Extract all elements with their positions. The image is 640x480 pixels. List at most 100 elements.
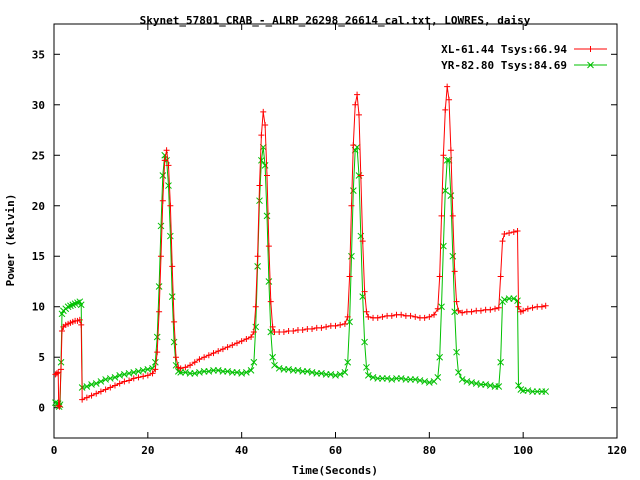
data-point (107, 384, 114, 391)
data-point (205, 352, 212, 359)
data-point (102, 386, 109, 393)
data-point (441, 187, 449, 194)
data-point (359, 238, 366, 245)
x-tick-label: 0 (51, 444, 58, 457)
data-point (187, 362, 194, 369)
data-point (529, 304, 536, 311)
data-point (336, 371, 344, 378)
data-point (510, 295, 518, 303)
data-point (79, 396, 86, 403)
data-point (520, 307, 527, 314)
data-point (247, 366, 255, 374)
data-point (92, 380, 100, 387)
legend: XL-61.44 Tsys:66.94 YR-82.80 Tsys:84.69 (441, 43, 607, 72)
data-point (83, 394, 90, 401)
x-axis-label: Time(Seconds) (292, 464, 378, 477)
data-point (587, 61, 594, 69)
data-point (97, 388, 104, 395)
data-point (361, 288, 368, 295)
data-point (497, 273, 504, 280)
data-point (78, 321, 85, 328)
data-point (436, 353, 444, 361)
data-point (168, 293, 176, 300)
series-layer (52, 83, 550, 411)
data-point (506, 230, 513, 237)
series-xl (52, 83, 549, 410)
data-point (93, 390, 100, 397)
data-point (492, 305, 499, 312)
data-point (355, 111, 362, 118)
data-point (233, 340, 240, 347)
legend-label: YR-82.80 Tsys:84.69 (441, 59, 567, 72)
data-point (126, 377, 133, 384)
data-point (299, 326, 306, 333)
data-point (77, 301, 85, 309)
data-point (318, 324, 325, 331)
data-point (495, 304, 502, 311)
y-tick-label: 15 (32, 250, 45, 263)
data-point (449, 252, 457, 260)
data-point (262, 121, 269, 128)
data-point (56, 403, 63, 410)
data-point (332, 322, 339, 329)
data-point (348, 202, 355, 209)
data-point (447, 192, 455, 200)
data-point (407, 312, 414, 319)
data-point (167, 202, 174, 209)
data-point (443, 156, 451, 164)
data-point (379, 313, 386, 320)
data-point (151, 358, 159, 366)
data-point (263, 212, 271, 220)
data-point (280, 328, 287, 335)
data-point (364, 372, 372, 379)
data-point (258, 156, 265, 164)
data-point (398, 311, 405, 318)
data-point (271, 361, 278, 369)
data-point (153, 333, 161, 341)
data-point (116, 380, 123, 387)
data-point (229, 342, 236, 349)
data-point (363, 363, 370, 371)
data-point (365, 313, 372, 320)
x-tick-label: 120 (607, 444, 627, 457)
data-point (495, 383, 503, 390)
data-point (163, 147, 170, 154)
data-point (169, 263, 176, 270)
data-point (97, 378, 105, 385)
data-point (453, 348, 460, 356)
data-point (170, 338, 178, 346)
data-point (121, 378, 128, 385)
legend-label: XL-61.44 Tsys:66.94 (441, 43, 567, 56)
data-point (487, 306, 494, 313)
data-point (182, 364, 189, 371)
x-tick-label: 40 (235, 444, 248, 457)
data-point (196, 356, 203, 363)
data-point (265, 243, 272, 250)
data-point (361, 338, 368, 346)
data-point (510, 229, 517, 236)
x-tick-label: 60 (329, 444, 342, 457)
data-point (341, 369, 349, 376)
data-point (357, 172, 364, 179)
data-point (434, 374, 442, 381)
data-point (344, 313, 351, 320)
data-point (449, 212, 456, 219)
data-point (501, 231, 508, 238)
data-point (514, 297, 521, 305)
data-point (224, 344, 231, 351)
data-point (434, 305, 441, 312)
data-point (161, 157, 168, 164)
axes: 0 20 40 60 80 100 120 0 5 10 15 20 25 30 35 (32, 24, 627, 457)
data-point (159, 172, 167, 179)
data-point (265, 278, 273, 285)
data-point (149, 370, 156, 377)
y-tick-label: 25 (32, 149, 45, 162)
data-point (431, 311, 438, 318)
data-point (172, 354, 179, 361)
data-point (267, 298, 274, 305)
data-point (243, 336, 250, 343)
data-point (165, 182, 172, 189)
y-tick-label: 10 (32, 301, 45, 314)
data-point (349, 187, 357, 194)
data-point (254, 253, 261, 260)
